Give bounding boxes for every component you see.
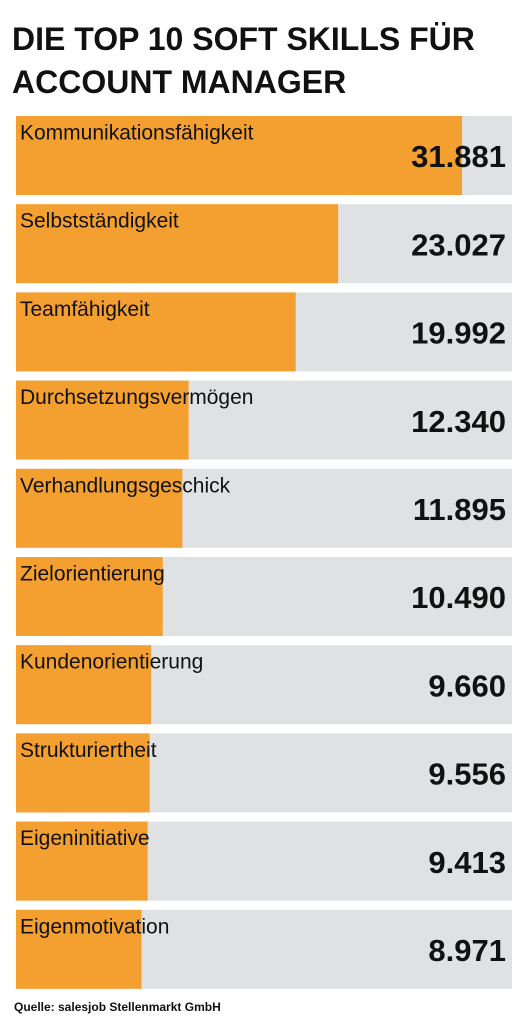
category-label: Zielorientierung xyxy=(20,563,165,586)
value-label: 9.660 xyxy=(428,668,506,703)
bar xyxy=(16,909,142,989)
value-label: 23.027 xyxy=(411,227,506,262)
bar xyxy=(16,821,148,901)
value-label: 19.992 xyxy=(411,316,506,351)
bar xyxy=(16,116,462,195)
category-label: Durchsetzungsvermögen xyxy=(20,386,253,409)
bar xyxy=(16,645,152,725)
category-label: Verhandlungsgeschick xyxy=(20,474,231,497)
bar xyxy=(16,292,296,372)
value-label: 31.881 xyxy=(411,139,506,174)
chart-title: DIE TOP 10 SOFT SKILLS FÜR ACCOUNT MANAG… xyxy=(12,21,475,100)
value-label: 9.413 xyxy=(428,845,506,880)
category-label: Kundenorientierung xyxy=(20,651,203,674)
bar xyxy=(16,468,183,548)
bar xyxy=(16,380,189,460)
category-label: Teamfähigkeit xyxy=(20,298,150,321)
category-label: Strukturiertheit xyxy=(20,739,157,762)
bar xyxy=(16,733,150,813)
bar xyxy=(16,204,339,284)
category-label: Kommunikationsfähigkeit xyxy=(20,122,254,145)
category-label: Selbstständigkeit xyxy=(20,210,179,233)
value-label: 11.895 xyxy=(413,492,506,527)
category-label: Eigenmotivation xyxy=(20,915,169,938)
category-label: Eigeninitiative xyxy=(20,827,150,850)
value-label: 10.490 xyxy=(411,580,506,615)
bar xyxy=(16,557,163,636)
source-note: Quelle: salesjob Stellenmarkt GmbH xyxy=(14,1000,221,1014)
value-label: 8.971 xyxy=(428,933,506,968)
value-label: 12.340 xyxy=(411,404,506,439)
value-label: 9.556 xyxy=(428,757,506,792)
